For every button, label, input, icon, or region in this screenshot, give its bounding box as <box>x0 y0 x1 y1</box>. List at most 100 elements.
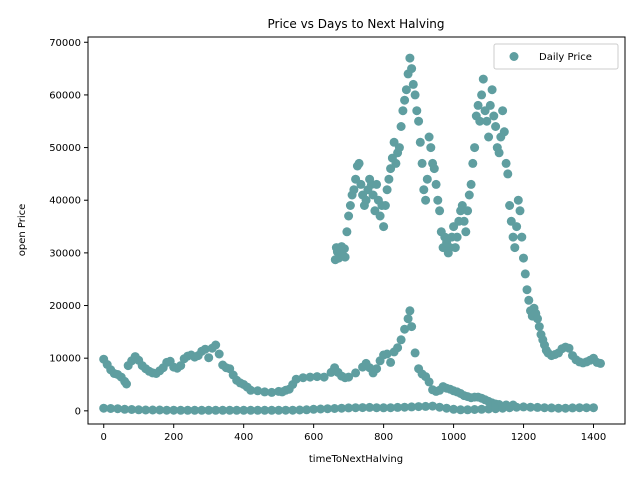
data-point <box>470 143 480 153</box>
data-point <box>365 402 375 412</box>
data-point <box>344 403 354 413</box>
data-point <box>515 206 525 216</box>
chart-title: Price vs Days to Next Halving <box>267 17 444 31</box>
data-point <box>190 405 200 415</box>
data-point <box>176 405 186 415</box>
data-point <box>503 169 513 179</box>
data-point <box>382 349 392 359</box>
data-point <box>508 232 518 242</box>
data-point <box>405 53 415 63</box>
data-point <box>512 402 522 412</box>
data-point <box>519 253 528 263</box>
plot-frame <box>87 36 626 425</box>
data-point <box>253 405 263 415</box>
data-point <box>309 404 319 414</box>
data-point <box>450 243 460 253</box>
data-point <box>288 405 298 415</box>
data-point <box>419 185 429 195</box>
data-point <box>120 404 130 414</box>
legend: Daily Price <box>493 43 619 70</box>
data-point <box>533 314 542 324</box>
data-point <box>473 100 483 110</box>
data-point <box>517 232 527 242</box>
data-point <box>330 404 340 413</box>
data-point <box>356 179 366 189</box>
data-point <box>424 132 434 142</box>
x-tick-label: 600 <box>304 432 323 443</box>
data-point <box>372 403 382 413</box>
data-point <box>520 269 530 279</box>
data-point <box>204 353 214 363</box>
data-point <box>211 340 221 350</box>
data-point <box>396 122 406 131</box>
data-point <box>468 158 478 168</box>
data-point <box>113 404 123 414</box>
data-point <box>410 348 420 358</box>
data-point <box>372 179 382 189</box>
legend-label: Daily Price <box>539 52 592 63</box>
data-point <box>106 404 116 413</box>
y-tick-label: 50000 <box>49 143 81 154</box>
data-point <box>141 405 151 415</box>
data-point <box>204 405 214 415</box>
data-point <box>99 403 109 413</box>
data-point <box>482 116 492 126</box>
data-point <box>351 403 361 413</box>
data-point <box>218 405 228 415</box>
x-tick-label: 1000 <box>441 432 466 443</box>
data-point <box>407 402 417 412</box>
data-point <box>274 405 284 415</box>
data-point <box>380 201 390 210</box>
data-point <box>414 402 424 412</box>
legend-box <box>493 43 619 70</box>
data-point <box>484 132 494 142</box>
data-point <box>169 405 179 415</box>
data-point <box>398 106 408 116</box>
data-point <box>461 227 471 237</box>
data-point <box>337 403 347 413</box>
data-point <box>484 404 494 414</box>
data-point <box>253 386 263 396</box>
data-point <box>417 158 427 168</box>
data-point <box>407 322 417 332</box>
data-point <box>526 402 535 412</box>
data-point <box>305 372 315 382</box>
data-point <box>452 232 462 242</box>
data-point <box>349 185 359 195</box>
data-point <box>463 206 473 216</box>
data-point <box>403 314 413 324</box>
data-point <box>401 85 411 95</box>
data-point <box>564 343 574 353</box>
data-point <box>449 404 459 414</box>
data-point <box>582 403 591 413</box>
data-point <box>510 243 520 253</box>
data-point <box>485 100 495 110</box>
y-tick-label: 70000 <box>49 38 81 49</box>
data-point <box>405 306 415 316</box>
data-point <box>464 190 474 200</box>
data-point <box>214 349 224 359</box>
data-point <box>267 405 277 415</box>
data-point <box>394 143 404 153</box>
data-point <box>442 403 452 413</box>
data-point <box>302 405 312 415</box>
data-point <box>225 405 235 415</box>
data-point <box>499 127 509 137</box>
data-point <box>522 285 532 295</box>
data-point <box>267 387 277 397</box>
data-point <box>501 158 511 168</box>
x-axis-label: timeToNextHalving <box>309 454 403 465</box>
data-point <box>589 403 598 413</box>
data-point <box>312 372 322 382</box>
data-point <box>524 295 534 305</box>
y-tick-label: 60000 <box>49 90 81 101</box>
data-point <box>596 358 605 368</box>
data-point <box>533 402 542 412</box>
data-point <box>498 403 508 413</box>
data-point <box>400 402 410 412</box>
data-point <box>498 106 508 116</box>
data-point <box>400 324 410 334</box>
data-point <box>424 377 434 387</box>
data-point <box>491 122 501 131</box>
